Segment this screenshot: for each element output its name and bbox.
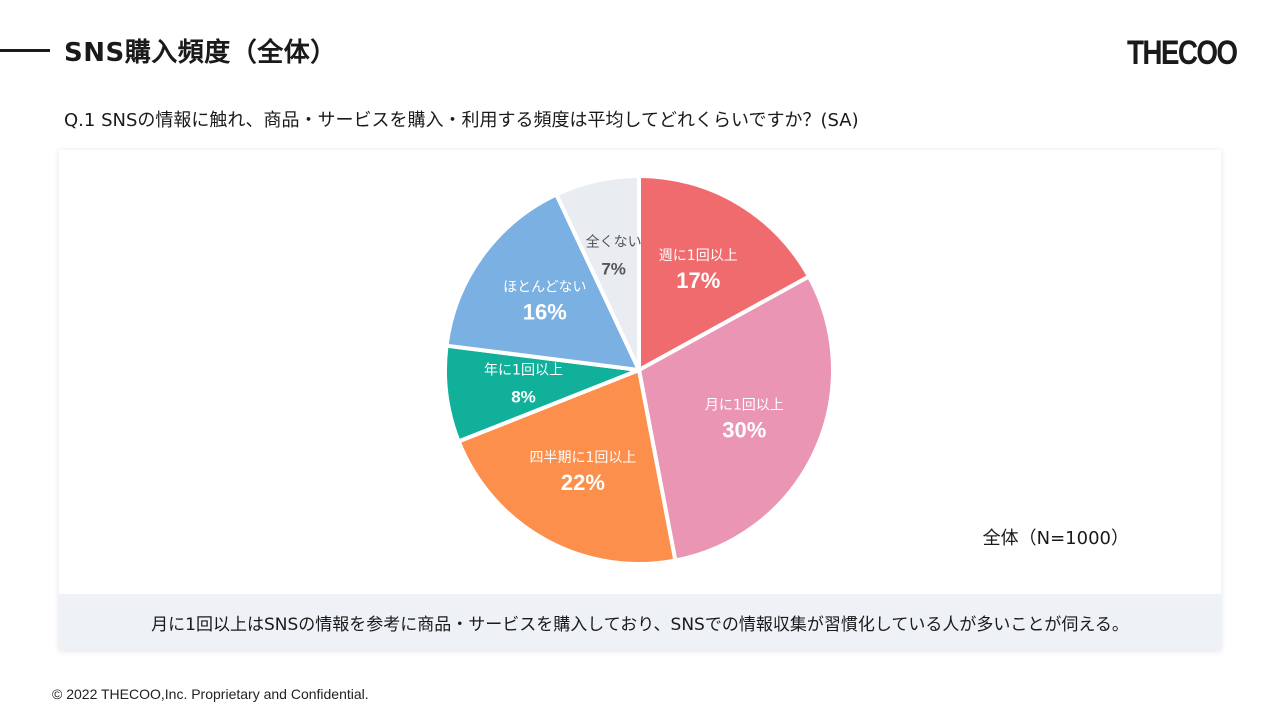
title-rule [0,49,50,52]
slice-value-2: 22% [561,470,605,495]
slice-label-4: ほとんどない [503,280,586,296]
pie-slice-0 [637,174,812,372]
page-title: SNS購入頻度（全体） [64,38,337,68]
survey-question: Q.1 SNSの情報に触れ、商品・サービスを購入・利用する頻度は平均してどれくら… [64,110,859,131]
slice-value-5: 7% [601,259,626,278]
summary-text: 月に1回以上はSNSの情報を参考に商品・サービスを購入しており、SNSでの情報収… [59,594,1221,650]
slice-label-5: 全くない [586,233,642,250]
slice-label-1: 月に1回以上 [705,398,784,414]
slice-value-0: 17% [676,268,720,293]
chart-panel: 週に1回以上 17% 月に1回以上 30% 四半期に1回以上 22% 年に1回以上 8% ほとん… [59,150,1221,650]
slice-value-4: 16% [523,300,567,325]
pie-slice-2 [456,368,678,566]
sample-size-label: 全体（N=1000） [982,528,1129,549]
pie-slice-5 [554,174,641,372]
slice-label-2: 四半期に1回以上 [529,450,636,466]
slice-value-3: 8% [511,388,536,407]
slice-value-1: 30% [722,418,766,443]
pie-chart: 週に1回以上 17% 月に1回以上 30% 四半期に1回以上 22% 年に1回以上 8% ほとん… [443,174,835,566]
company-logo: THECOO [1126,34,1238,72]
pie-slice-1 [637,274,835,563]
pie-slice-4 [444,192,641,372]
copyright-footer: © 2022 THECOO,Inc. Proprietary and Confi… [52,686,369,702]
slice-label-3: 年に1回以上 [484,363,563,379]
slice-label-0: 週に1回以上 [659,248,738,264]
